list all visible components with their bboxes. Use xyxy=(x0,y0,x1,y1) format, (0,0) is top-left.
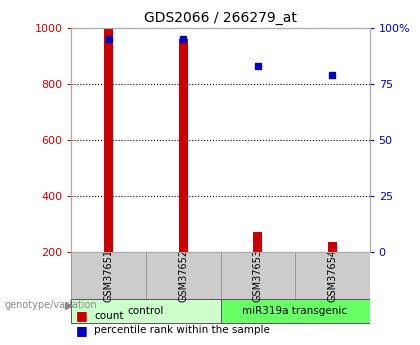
Bar xyxy=(220,299,370,323)
Text: miR319a transgenic: miR319a transgenic xyxy=(242,306,348,316)
Title: GDS2066 / 266279_at: GDS2066 / 266279_at xyxy=(144,11,297,25)
Text: genotype/variation: genotype/variation xyxy=(4,300,97,310)
Text: ■: ■ xyxy=(76,324,87,337)
Bar xyxy=(71,299,220,323)
Text: control: control xyxy=(128,306,164,316)
Bar xyxy=(220,252,295,299)
Text: count: count xyxy=(94,311,124,321)
Bar xyxy=(295,252,370,299)
Text: GSM37653: GSM37653 xyxy=(253,249,263,302)
Bar xyxy=(104,28,113,252)
Text: GSM37652: GSM37652 xyxy=(178,249,188,302)
Text: ▶: ▶ xyxy=(65,300,73,310)
Bar xyxy=(71,252,146,299)
Bar xyxy=(328,242,337,252)
Bar xyxy=(179,39,188,252)
Bar xyxy=(146,252,220,299)
Text: GSM37651: GSM37651 xyxy=(104,249,114,302)
Text: ■: ■ xyxy=(76,309,87,322)
Text: percentile rank within the sample: percentile rank within the sample xyxy=(94,325,270,335)
Text: GSM37654: GSM37654 xyxy=(327,249,337,302)
Bar xyxy=(253,232,262,252)
